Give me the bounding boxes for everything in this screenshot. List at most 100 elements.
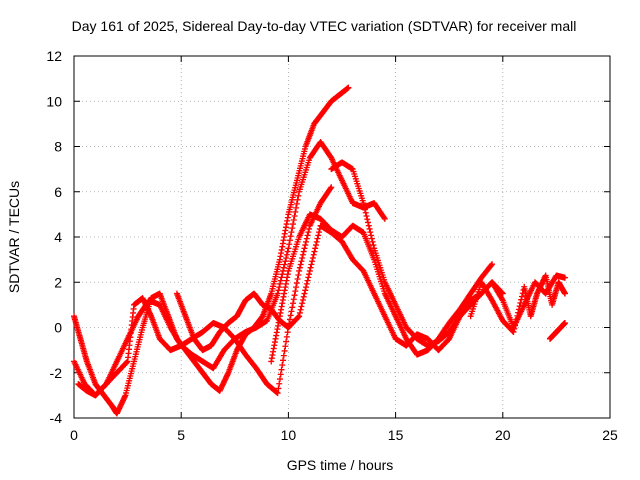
data-point — [345, 84, 352, 91]
data-point-interp — [286, 241, 293, 248]
data-point-interp — [310, 251, 317, 258]
data-point-interp — [294, 276, 301, 283]
data-point-interp — [518, 296, 525, 303]
data-point — [296, 267, 303, 274]
data-point-interp — [364, 216, 371, 223]
data-point-interp — [283, 251, 290, 258]
data-point-interp — [315, 232, 322, 239]
data-point-interp — [381, 214, 388, 221]
data-point-interp — [299, 251, 306, 258]
data-point-interp — [296, 264, 303, 271]
data-point-interp — [298, 303, 305, 310]
data-points — [71, 84, 568, 417]
data-point — [285, 245, 292, 252]
data-point — [328, 184, 335, 191]
data-point-interp — [293, 284, 300, 291]
data-point-interp — [518, 293, 525, 300]
data-point-interp — [280, 267, 287, 274]
data-point-interp — [514, 312, 521, 319]
series-track-8 — [546, 319, 568, 342]
series-track-5 — [268, 211, 496, 365]
data-point-interp — [291, 212, 298, 219]
data-point-interp — [365, 219, 372, 226]
data-point-interp — [301, 290, 308, 297]
data-point-interp — [276, 280, 283, 287]
data-point-interp — [281, 261, 288, 268]
data-point-interp — [283, 255, 290, 262]
data-point-interp — [362, 209, 369, 216]
data-point-interp — [289, 221, 296, 228]
data-point-interp — [368, 232, 375, 239]
data-point-interp — [311, 248, 318, 255]
data-point — [510, 329, 517, 336]
data-point-interp — [292, 288, 299, 295]
data-point-interp — [308, 261, 315, 268]
data-point-interp — [303, 235, 310, 242]
data-point-interp — [276, 380, 283, 387]
data-point-interp — [366, 225, 373, 232]
data-point-interp — [286, 316, 293, 323]
data-point — [296, 313, 303, 320]
data-point-interp — [361, 206, 368, 213]
data-point-interp — [300, 293, 307, 300]
data-point-interp — [367, 229, 374, 236]
data-point-interp — [288, 229, 295, 236]
chart-title: Day 161 of 2025, Sidereal Day-to-day VTE… — [72, 18, 577, 34]
data-point — [489, 261, 496, 268]
data-point-interp — [293, 280, 300, 287]
data-point-interp — [279, 271, 286, 278]
data-point-interp — [278, 366, 285, 373]
data-point-interp — [307, 264, 314, 271]
x-axis-label: GPS time / hours — [287, 457, 394, 473]
data-point-interp — [295, 313, 302, 320]
data-point-interp — [511, 325, 518, 332]
data-point — [561, 274, 568, 281]
data-point-interp — [299, 255, 306, 262]
data-point — [274, 390, 281, 397]
data-point-interp — [276, 376, 283, 383]
y-tick-label: 10 — [46, 93, 62, 109]
data-point-interp — [303, 284, 310, 291]
data-point-interp — [488, 262, 495, 269]
y-axis-label: SDTVAR / TECUs — [6, 181, 22, 293]
data-point-interp — [280, 357, 287, 364]
data-point-interp — [363, 212, 370, 219]
data-point-interp — [499, 296, 506, 303]
data-point — [360, 200, 367, 207]
data-point-interp — [305, 274, 312, 281]
y-tick-label: -4 — [50, 410, 63, 426]
y-tick-label: 8 — [54, 139, 62, 155]
data-point-interp — [304, 232, 311, 239]
data-point-interp — [284, 329, 291, 336]
series-track-7 — [467, 272, 568, 336]
data-point-interp — [295, 271, 302, 278]
series-track-4 — [173, 222, 506, 354]
data-point-interp — [289, 225, 296, 232]
data-point-interp — [292, 208, 299, 215]
data-point-interp — [309, 258, 316, 265]
data-point-interp — [281, 347, 288, 354]
x-tick-label: 25 — [602, 427, 618, 443]
data-point-interp — [280, 264, 287, 271]
data-point-interp — [280, 352, 287, 359]
data-point-interp — [293, 204, 300, 211]
data-point — [561, 290, 568, 297]
data-point-interp — [299, 297, 306, 304]
x-tick-label: 10 — [281, 427, 297, 443]
data-point-interp — [304, 277, 311, 284]
data-point-interp — [287, 233, 294, 240]
data-point-interp — [283, 338, 290, 345]
data-point-interp — [275, 385, 282, 392]
data-point-interp — [287, 312, 294, 319]
data-point-interp — [282, 258, 289, 265]
data-point-interp — [302, 242, 309, 249]
data-point-interp — [291, 292, 298, 299]
data-point-interp — [279, 361, 286, 368]
data-point-interp — [289, 304, 296, 311]
data-point-interp — [300, 248, 307, 255]
x-tick-label: 0 — [70, 427, 78, 443]
x-tick-label: 20 — [495, 427, 511, 443]
data-point-interp — [277, 277, 284, 284]
data-point-interp — [312, 245, 319, 252]
